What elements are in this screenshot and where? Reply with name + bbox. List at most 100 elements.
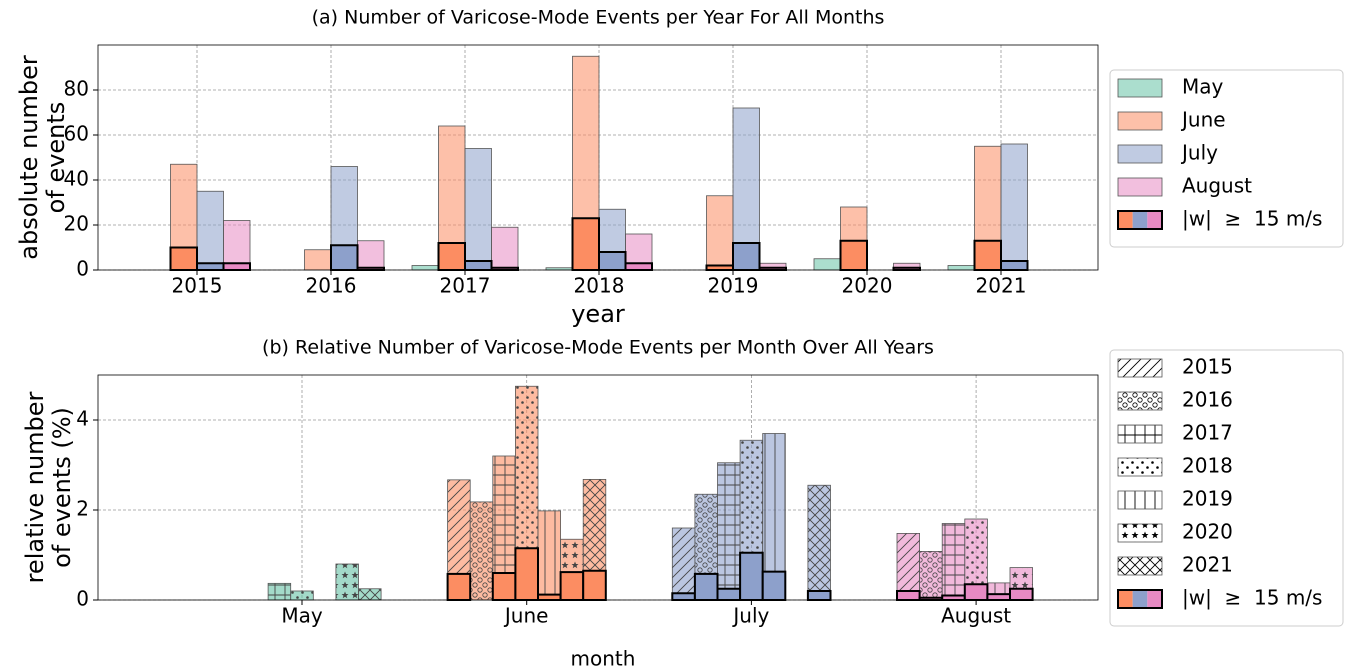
x-tick-label: 2018	[574, 274, 625, 298]
legend-swatch	[1117, 111, 1163, 131]
bar	[304, 249, 332, 271]
legend-swatch	[1117, 556, 1163, 576]
overlay-bar	[169, 246, 198, 271]
overlay-bar	[330, 244, 359, 271]
legend-label: August	[1182, 174, 1252, 198]
x-tick-label: July	[731, 604, 769, 628]
plot-frame	[97, 44, 1099, 271]
legend-swatch	[1117, 78, 1163, 98]
legend-swatch-part	[1118, 590, 1133, 608]
legend-swatch	[1117, 358, 1163, 378]
bar	[290, 590, 314, 601]
bar	[941, 523, 966, 601]
overlay-bar	[537, 593, 562, 601]
y-axis-label: absolute number	[15, 55, 43, 260]
y-tick-label: 0	[76, 257, 89, 281]
legend-label: 2017	[1182, 421, 1233, 445]
legend-label: July	[1180, 141, 1218, 165]
bar	[717, 462, 741, 601]
bar	[196, 190, 224, 271]
legend-label: May	[1182, 75, 1224, 99]
bar	[537, 510, 562, 601]
y-axis-label: relative number	[21, 391, 49, 583]
y-tick-label: 0	[76, 587, 89, 611]
overlay-bar	[732, 242, 761, 271]
overlay-bar	[624, 262, 653, 271]
legend-box	[1109, 349, 1344, 627]
overlay-bar	[986, 593, 1012, 602]
overlay-bar	[437, 242, 466, 271]
overlay-bar	[896, 590, 921, 601]
overlay-bar	[705, 264, 734, 271]
x-tick-label: 2019	[708, 274, 759, 298]
y-tick-label: 40	[64, 167, 89, 191]
overlay-bar	[196, 262, 225, 271]
overlay-bar	[973, 239, 1002, 271]
overlay-bar	[693, 572, 719, 602]
legend-label: 2016	[1182, 388, 1233, 412]
chart-title: (a) Number of Varicose-Mode Events per Y…	[312, 7, 885, 29]
x-axis-label: year	[571, 300, 625, 328]
legend-swatch-part	[1118, 211, 1133, 229]
bar	[491, 226, 519, 271]
legend-box	[1109, 69, 1344, 248]
x-tick-label: 2015	[172, 274, 223, 298]
overlay-bar	[963, 583, 989, 601]
bar	[813, 258, 841, 271]
x-axis-label: month	[571, 647, 636, 671]
overlay-bar	[806, 590, 832, 601]
y-tick-label: 20	[64, 212, 89, 236]
x-tick-label: August	[941, 604, 1011, 628]
legend-label: |w| ≥ 15 m/s	[1182, 207, 1322, 231]
legend-swatch	[1117, 523, 1163, 543]
overlay-bar	[491, 572, 517, 601]
bar	[411, 265, 439, 271]
overlay-bar	[839, 239, 868, 271]
bar	[919, 551, 943, 601]
plot-frame	[97, 374, 1099, 601]
legend-label: 2018	[1182, 454, 1233, 478]
overlay-bar	[716, 587, 742, 601]
y-tick-label: 4	[76, 407, 89, 431]
y-tick-label: 60	[64, 122, 89, 146]
bar	[706, 195, 734, 271]
legend-swatch	[1117, 490, 1163, 510]
overlay-bar	[1000, 260, 1029, 271]
y-axis-label: of events	[42, 102, 70, 214]
legend-swatch	[1117, 144, 1163, 164]
overlay-bar	[739, 551, 764, 601]
legend-swatch	[1117, 177, 1163, 197]
legend-swatch	[1117, 457, 1163, 477]
overlay-bar	[222, 262, 251, 271]
bar	[807, 484, 831, 601]
x-tick-label: 2021	[976, 274, 1027, 298]
bar	[1000, 143, 1028, 271]
bar	[335, 563, 359, 601]
legend-swatch	[1117, 589, 1163, 609]
legend-label: June	[1180, 108, 1226, 132]
legend-swatch	[1117, 210, 1163, 230]
x-tick-label: May	[281, 604, 323, 628]
bar	[671, 527, 696, 601]
bar	[357, 240, 385, 271]
bar	[223, 220, 251, 271]
overlay-bar	[464, 260, 493, 271]
legend-swatch	[1117, 424, 1163, 444]
overlay-bar	[1009, 587, 1034, 601]
overlay-bar	[671, 592, 696, 601]
legend-swatch	[1117, 391, 1163, 411]
overlay-bar	[571, 217, 600, 271]
y-tick-label: 80	[64, 77, 89, 101]
overlay-bar	[598, 251, 627, 271]
legend-swatch-part	[1147, 211, 1162, 229]
legend-label: |w| ≥ 15 m/s	[1182, 586, 1322, 610]
y-tick-label: 2	[76, 497, 89, 521]
bar	[464, 148, 492, 271]
y-axis-label: of events (%)	[48, 407, 76, 568]
bar	[469, 501, 494, 601]
legend-label: 2021	[1182, 553, 1233, 577]
overlay-bar	[446, 572, 472, 602]
legend-swatch-part	[1147, 590, 1162, 608]
